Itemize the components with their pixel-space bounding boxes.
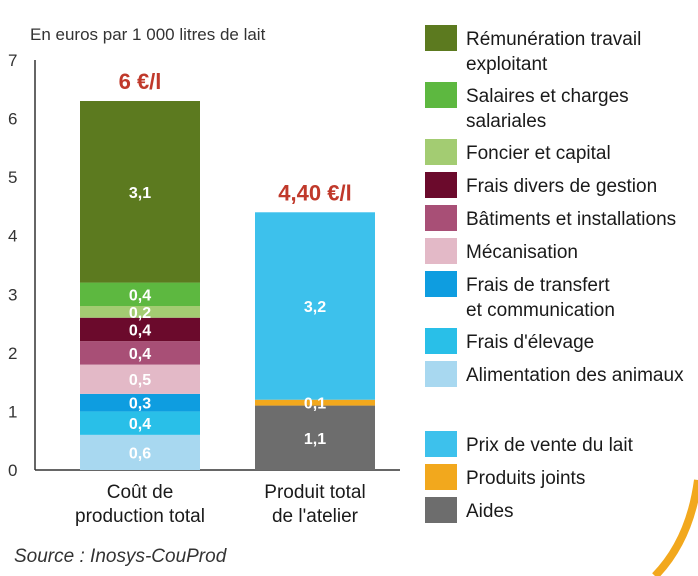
legend-swatch bbox=[425, 82, 457, 108]
legend-swatch bbox=[425, 328, 457, 354]
legend-label: Aides bbox=[466, 501, 514, 522]
bar-segment bbox=[80, 434, 200, 470]
y-tick-label: 4 bbox=[8, 227, 17, 246]
data-label: 0,4 bbox=[129, 346, 151, 363]
total-label: 6 €/l bbox=[119, 69, 162, 94]
y-tick-label: 2 bbox=[8, 344, 17, 363]
legend-swatch bbox=[425, 139, 457, 165]
legend-swatch bbox=[425, 431, 457, 457]
legend-item: Frais divers de gestion bbox=[425, 172, 657, 198]
bar-segment bbox=[80, 306, 200, 318]
legend-item: Aides bbox=[425, 497, 514, 523]
bar-segment bbox=[80, 101, 200, 283]
legend-item: Rémunération travail exploitant bbox=[425, 25, 641, 75]
bar-stack: 1,1 0,1 3,2 4,40 €/l Produit total de l'ateli… bbox=[255, 180, 375, 527]
y-tick-label: 5 bbox=[8, 168, 17, 187]
y-tick-label: 6 bbox=[8, 110, 17, 129]
y-tick-label: 7 bbox=[8, 51, 17, 70]
bar-segment bbox=[255, 212, 375, 400]
data-label: 0,4 bbox=[129, 416, 151, 433]
bar-segment bbox=[255, 399, 375, 406]
y-tick-label: 3 bbox=[8, 285, 17, 304]
legend: Rémunération travail exploitant Salaires e… bbox=[425, 25, 684, 523]
bar-segment bbox=[80, 411, 200, 435]
legend-swatch bbox=[425, 361, 457, 387]
y-axis-label: En euros par 1 000 litres de lait bbox=[30, 25, 266, 44]
legend-label: Prix de vente du lait bbox=[466, 435, 634, 456]
legend-item: Frais d'élevage bbox=[425, 328, 594, 354]
legend-label: Frais d'élevage bbox=[466, 332, 594, 353]
legend-swatch bbox=[425, 205, 457, 231]
legend-label: Frais divers de gestion bbox=[466, 176, 657, 197]
bar-segment bbox=[80, 393, 200, 412]
legend-item: Prix de vente du lait bbox=[425, 431, 634, 457]
bar-segment bbox=[255, 405, 375, 470]
data-label: 0,1 bbox=[304, 396, 326, 413]
bar-segment bbox=[80, 341, 200, 365]
legend-label: Rémunération travail exploitant bbox=[466, 29, 641, 75]
category-label: Coût de production total bbox=[75, 482, 205, 527]
source-note: Source : Inosys-CouProd bbox=[14, 546, 228, 567]
data-label: 0,3 bbox=[129, 396, 151, 413]
bar-segment bbox=[80, 317, 200, 342]
legend-label: Bâtiments et installations bbox=[466, 209, 676, 230]
bar-segment bbox=[80, 282, 200, 306]
legend-item: Alimentation des animaux bbox=[425, 361, 684, 387]
legend-swatch bbox=[425, 271, 457, 297]
category-label: Produit total de l'atelier bbox=[264, 482, 365, 527]
legend-swatch bbox=[425, 238, 457, 264]
legend-swatch bbox=[425, 464, 457, 490]
legend-item: Frais de transfert et communication bbox=[425, 271, 615, 321]
legend-label: Salaires et charges salariales bbox=[466, 86, 629, 132]
legend-item: Salaires et charges salariales bbox=[425, 82, 629, 132]
data-label: 0,4 bbox=[129, 287, 151, 304]
y-tick-label: 0 bbox=[8, 461, 17, 480]
data-label: 0,2 bbox=[129, 305, 151, 322]
legend-item: Foncier et capital bbox=[425, 139, 611, 165]
total-label: 4,40 €/l bbox=[278, 180, 351, 205]
legend-label: Alimentation des animaux bbox=[466, 365, 684, 386]
legend-label: Produits joints bbox=[466, 468, 585, 489]
legend-swatch bbox=[425, 172, 457, 198]
legend-item: Bâtiments et installations bbox=[425, 205, 676, 231]
y-tick-label: 1 bbox=[8, 402, 17, 421]
data-label: 1,1 bbox=[304, 431, 326, 448]
data-label: 0,5 bbox=[129, 372, 151, 389]
legend-label: Frais de transfert et communication bbox=[466, 275, 615, 321]
data-label: 3,2 bbox=[304, 299, 326, 316]
data-label: 0,4 bbox=[129, 322, 151, 339]
legend-item: Produits joints bbox=[425, 464, 585, 490]
legend-item: Mécanisation bbox=[425, 238, 578, 264]
bar-segment bbox=[80, 364, 200, 394]
decorative-arc bbox=[652, 479, 698, 576]
legend-swatch bbox=[425, 497, 457, 523]
legend-label: Foncier et capital bbox=[466, 143, 611, 164]
data-label: 3,1 bbox=[129, 185, 151, 202]
legend-swatch bbox=[425, 25, 457, 51]
data-label: 0,6 bbox=[129, 445, 151, 462]
legend-label: Mécanisation bbox=[466, 242, 578, 263]
